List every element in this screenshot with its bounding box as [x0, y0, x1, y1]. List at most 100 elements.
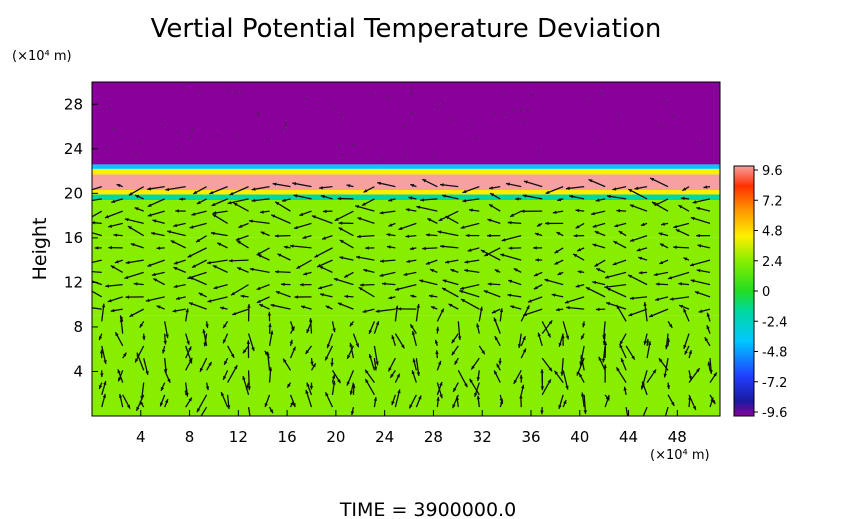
wind-dot-49 [238, 135, 240, 138]
y-tick-label-0: 4 [73, 362, 83, 380]
wind-arrow-103 [368, 353, 376, 371]
wind-arrow-365 [191, 259, 207, 269]
wind-arrow-324 [592, 280, 606, 286]
x-tick-label-11: 48 [668, 428, 687, 446]
wind-arrow-256 [430, 305, 438, 310]
wind-arrow-386 [637, 256, 648, 261]
wind-arrow-431 [321, 235, 333, 240]
wind-arrow-201 [541, 319, 553, 335]
colorbar-tick-label-8: -9.6 [762, 406, 787, 421]
wind-arrow-273 [145, 296, 165, 303]
wind-arrow-329 [690, 279, 711, 286]
wind-arrow-135 [415, 358, 421, 377]
wind-arrow-156 [227, 345, 235, 359]
wind-arrow-191 [326, 333, 334, 349]
wind-arrow-110 [513, 370, 522, 385]
wind-arrow-12 [350, 406, 355, 416]
colorbar-tick-label-7: -7.2 [762, 376, 787, 391]
wind-arrow-123 [164, 358, 168, 373]
wind-arrow-267 [648, 308, 669, 318]
wind-arrow-393 [156, 246, 165, 250]
y-tick-label-5: 24 [64, 140, 83, 158]
wind-arrow-260 [509, 305, 522, 310]
wind-arrow-163 [373, 345, 379, 366]
wind-arrow-313 [359, 283, 375, 287]
wind-arrow-22 [562, 399, 567, 408]
wind-arrow-427 [235, 235, 249, 241]
wind-arrow-350 [513, 267, 522, 273]
wind-arrow-389 [689, 259, 711, 267]
wind-arrow-556 [422, 178, 438, 188]
wind-arrow-157 [242, 345, 250, 354]
wind-arrow-516 [211, 198, 228, 207]
wind-arrow-269 [698, 308, 711, 313]
wind-arrow-271 [107, 296, 123, 303]
colorbar-ticks: 9.6 7.2 4.8 2.4 0 -2.4 -4.8 -7.2 -9.6 [754, 164, 787, 421]
wind-dot-43 [530, 94, 533, 96]
wind-arrow-23 [580, 392, 585, 408]
wind-arrow-475 [614, 222, 627, 228]
wind-arrow-336 [212, 264, 228, 273]
wind-arrow-332 [124, 271, 144, 280]
wind-arrow-345 [403, 271, 417, 277]
wind-arrow-88 [688, 367, 701, 383]
wind-arrow-377 [444, 259, 459, 264]
wind-arrow-518 [251, 198, 270, 203]
wind-dot-31 [522, 120, 525, 123]
wind-arrow-86 [646, 369, 657, 383]
wind-dot-36 [185, 87, 188, 89]
wind-arrow-137 [454, 357, 459, 365]
wind-arrow-78 [474, 382, 480, 398]
x-tick-label-2: 12 [229, 428, 248, 446]
wind-arrow-368 [257, 254, 270, 261]
wind-arrow-77 [452, 382, 459, 393]
wind-arrow-149 [709, 358, 713, 374]
x-tick-label-7: 32 [473, 428, 492, 446]
wind-arrow-258 [460, 298, 480, 310]
wind-dot-32 [449, 119, 452, 121]
wind-arrow-175 [625, 345, 636, 361]
wind-arrow-216 [222, 321, 229, 329]
wind-arrow-167 [451, 345, 459, 356]
wind-arrow-188 [268, 323, 272, 334]
wind-arrow-255 [397, 307, 417, 311]
wind-arrow-367 [228, 258, 249, 263]
wind-dot-50 [520, 109, 522, 111]
wind-arrow-222 [349, 320, 354, 327]
wind-arrow-213 [164, 321, 169, 339]
wind-arrow-411 [533, 246, 543, 250]
wind-arrow-203 [580, 333, 585, 340]
field-layer-2 [92, 200, 720, 238]
wind-arrow-550 [292, 182, 312, 188]
wind-arrow-340 [303, 271, 312, 276]
wind-arrow-376 [425, 259, 438, 265]
wind-arrow-63 [160, 382, 166, 392]
colorbar [733, 165, 755, 417]
wind-arrow-433 [356, 234, 375, 239]
wind-arrow-539 [692, 198, 711, 204]
wind-arrow-200 [517, 333, 522, 348]
colorbar-tick-label-0: 9.6 [762, 164, 783, 179]
wind-arrow-423 [150, 231, 165, 237]
wind-arrow-303 [152, 277, 165, 286]
wind-arrow-334 [173, 266, 186, 273]
wind-arrow-292 [551, 293, 564, 298]
wind-arrow-456 [212, 213, 228, 224]
wind-arrow-445 [618, 230, 627, 237]
wind-arrow-35 [196, 394, 208, 413]
wind-arrow-510 [92, 198, 102, 202]
wind-arrow-245 [188, 302, 207, 310]
wind-arrow-1 [118, 393, 124, 408]
wind-arrow-527 [441, 194, 459, 200]
x-tick-label-0: 4 [136, 428, 146, 446]
wind-arrow-565 [612, 186, 627, 191]
wind-arrow-264 [595, 307, 606, 312]
wind-dot-34 [403, 125, 406, 127]
colorbar-tick-label-6: -4.8 [762, 346, 787, 361]
wind-arrow-540 [92, 186, 102, 191]
wind-arrow-449 [696, 233, 711, 238]
wind-arrow-3 [164, 398, 169, 408]
wind-arrow-232 [562, 321, 570, 340]
wind-arrow-105 [412, 358, 417, 371]
wind-dot-58 [337, 144, 340, 146]
